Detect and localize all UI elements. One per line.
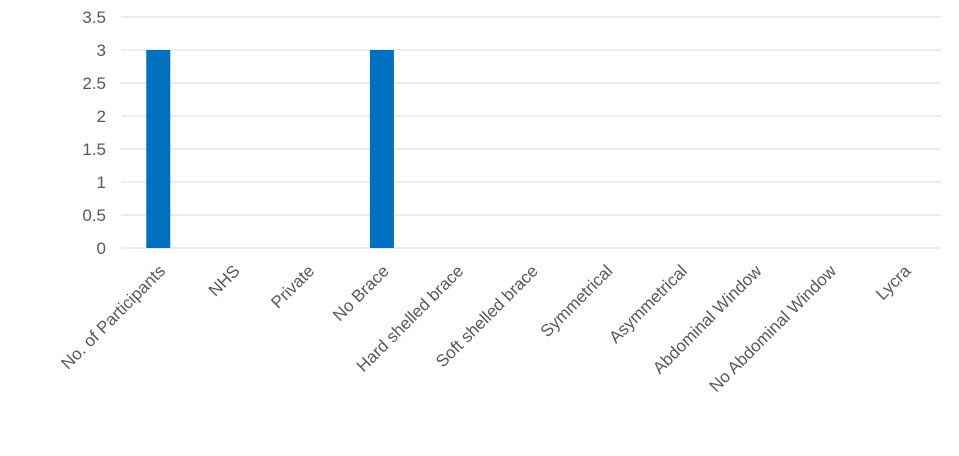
x-tick-label: Private — [267, 261, 318, 312]
x-tick-label: Lycra — [872, 261, 915, 304]
x-tick-label: Symmetrical — [537, 261, 617, 341]
x-tick-label: No. of Participants — [57, 261, 169, 373]
y-tick-label: 0.5 — [82, 206, 106, 225]
y-tick-label: 2 — [97, 107, 106, 126]
y-tick-label: 1.5 — [82, 140, 106, 159]
y-tick-label: 1 — [97, 173, 106, 192]
y-tick-label: 3.5 — [82, 8, 106, 27]
bars — [146, 50, 394, 248]
x-axis-labels: No. of Participants NHS Private No BraceHar… — [57, 261, 914, 396]
y-tick-label: 2.5 — [82, 74, 106, 93]
y-tick-label: 0 — [97, 239, 106, 258]
y-tick-label: 3 — [97, 41, 106, 60]
x-tick-label: No Brace — [329, 261, 393, 325]
bar — [146, 50, 171, 248]
y-axis-ticks: 0 0.5 1 1.5 2 2.5 3 3.5 — [82, 8, 106, 258]
x-tick-label: No Abdominal Window — [706, 261, 841, 396]
x-tick-label: NHS — [205, 261, 244, 300]
bar — [369, 50, 394, 248]
gridlines — [121, 16, 941, 249]
